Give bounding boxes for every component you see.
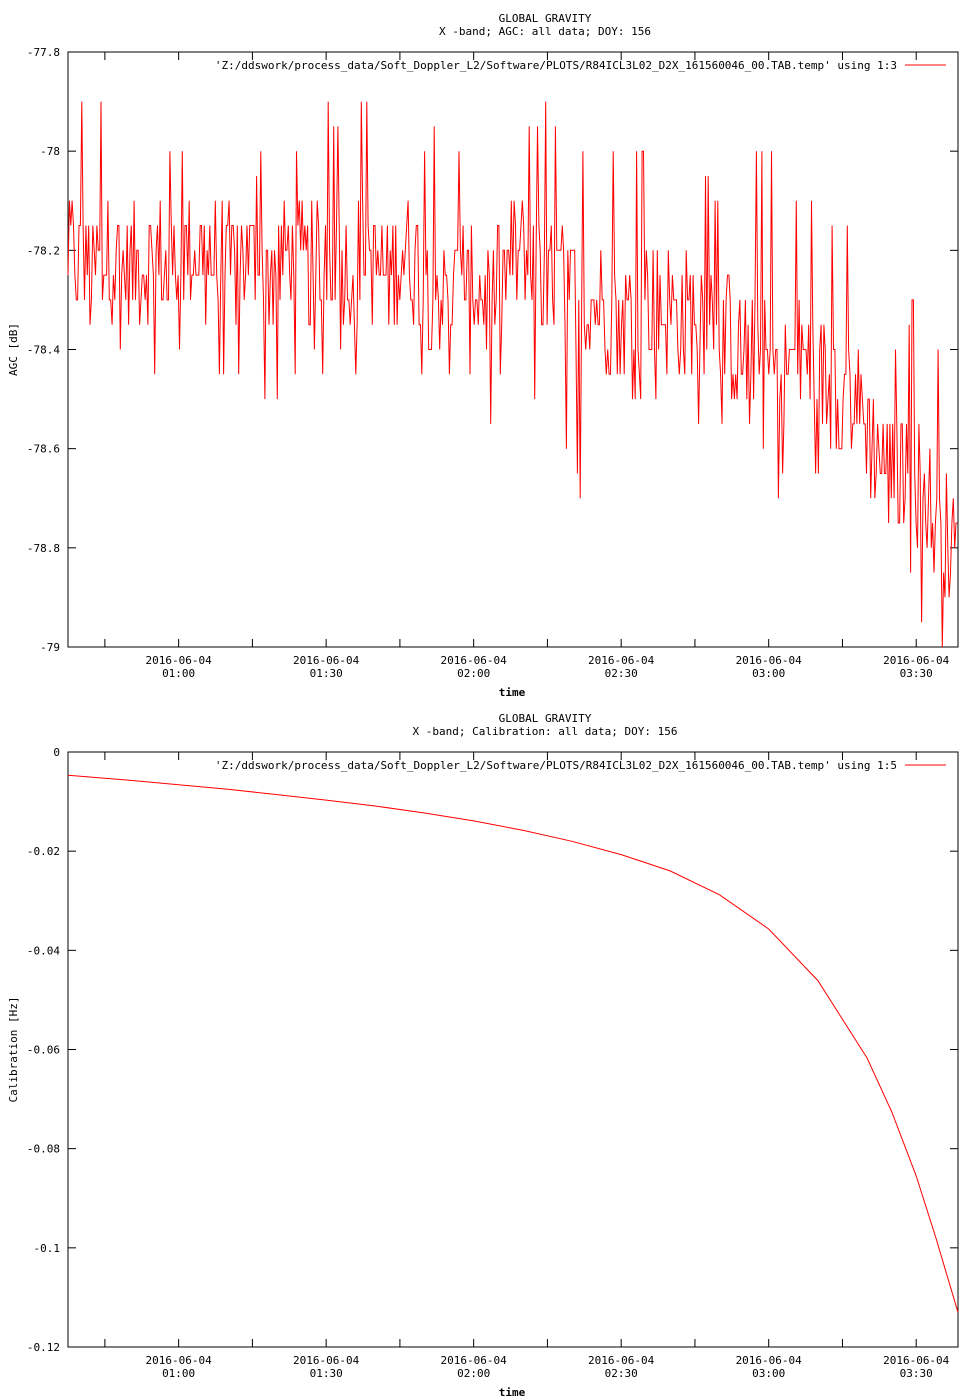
x-tick-time-label: 02:30 bbox=[605, 667, 638, 680]
x-tick-date-label: 2016-06-04 bbox=[736, 1354, 803, 1367]
y-tick-label: -78.6 bbox=[27, 443, 60, 456]
y-tick-label: -78 bbox=[40, 145, 60, 158]
y-tick-label: -0.1 bbox=[34, 1242, 61, 1255]
x-tick-date-label: 2016-06-04 bbox=[441, 1354, 508, 1367]
x-tick-date-label: 2016-06-04 bbox=[883, 654, 950, 667]
x-axis-label-1: time bbox=[499, 686, 526, 699]
x-tick-date-label: 2016-06-04 bbox=[293, 1354, 360, 1367]
y-tick-label: -0.06 bbox=[27, 1044, 60, 1057]
x-tick-time-label: 03:30 bbox=[900, 1367, 933, 1380]
series-line-1 bbox=[67, 101, 958, 648]
x-tick-date-label: 2016-06-04 bbox=[736, 654, 803, 667]
y-tick-label: -79 bbox=[40, 641, 60, 654]
y-tick-label: -0.02 bbox=[27, 845, 60, 858]
chart-title-2: GLOBAL GRAVITY bbox=[499, 712, 592, 725]
x-tick-time-label: 03:00 bbox=[752, 667, 785, 680]
y-axis-label-2: Calibration [Hz] bbox=[7, 997, 20, 1103]
x-tick-time-label: 01:00 bbox=[162, 1367, 195, 1380]
x-tick-time-label: 02:00 bbox=[457, 1367, 490, 1380]
y-tick-label: -0.04 bbox=[27, 944, 60, 957]
x-tick-time-label: 01:30 bbox=[310, 667, 343, 680]
plot-frame-1 bbox=[67, 51, 959, 648]
y-tick-label: 0 bbox=[53, 746, 60, 759]
x-tick-date-label: 2016-06-04 bbox=[293, 654, 360, 667]
y-tick-label: -0.12 bbox=[27, 1341, 60, 1354]
y-tick-label: -78.4 bbox=[27, 344, 60, 357]
x-tick-time-label: 01:30 bbox=[310, 1367, 343, 1380]
x-tick-date-label: 2016-06-04 bbox=[441, 654, 508, 667]
x-tick-time-label: 02:30 bbox=[605, 1367, 638, 1380]
plot-frame-2 bbox=[67, 751, 959, 1348]
x-tick-time-label: 02:00 bbox=[457, 667, 490, 680]
x-tick-time-label: 03:00 bbox=[752, 1367, 785, 1380]
x-axis-label-2: time bbox=[499, 1386, 526, 1399]
x-tick-date-label: 2016-06-04 bbox=[588, 1354, 655, 1367]
chart-subtitle-1: X -band; AGC: all data; DOY: 156 bbox=[439, 25, 651, 38]
x-tick-time-label: 03:30 bbox=[900, 667, 933, 680]
x-tick-date-label: 2016-06-04 bbox=[588, 654, 655, 667]
y-tick-label: -0.08 bbox=[27, 1143, 60, 1156]
y-tick-label: -77.8 bbox=[27, 46, 60, 59]
x-tick-date-label: 2016-06-04 bbox=[146, 654, 213, 667]
y-tick-label: -78.2 bbox=[27, 244, 60, 257]
x-tick-time-label: 01:00 bbox=[162, 667, 195, 680]
chart-title-1: GLOBAL GRAVITY bbox=[499, 12, 592, 25]
chart-subtitle-2: X -band; Calibration: all data; DOY: 156 bbox=[413, 725, 678, 738]
legend-entry-1: 'Z:/ddswork/process_data/Soft_Doppler_L2… bbox=[215, 59, 897, 72]
x-tick-date-label: 2016-06-04 bbox=[146, 1354, 213, 1367]
legend-entry-2: 'Z:/ddswork/process_data/Soft_Doppler_L2… bbox=[215, 759, 897, 772]
x-tick-date-label: 2016-06-04 bbox=[883, 1354, 950, 1367]
y-axis-label-1: AGC [dB] bbox=[7, 323, 20, 376]
y-tick-label: -78.8 bbox=[27, 542, 60, 555]
series-line-2 bbox=[67, 774, 959, 1313]
